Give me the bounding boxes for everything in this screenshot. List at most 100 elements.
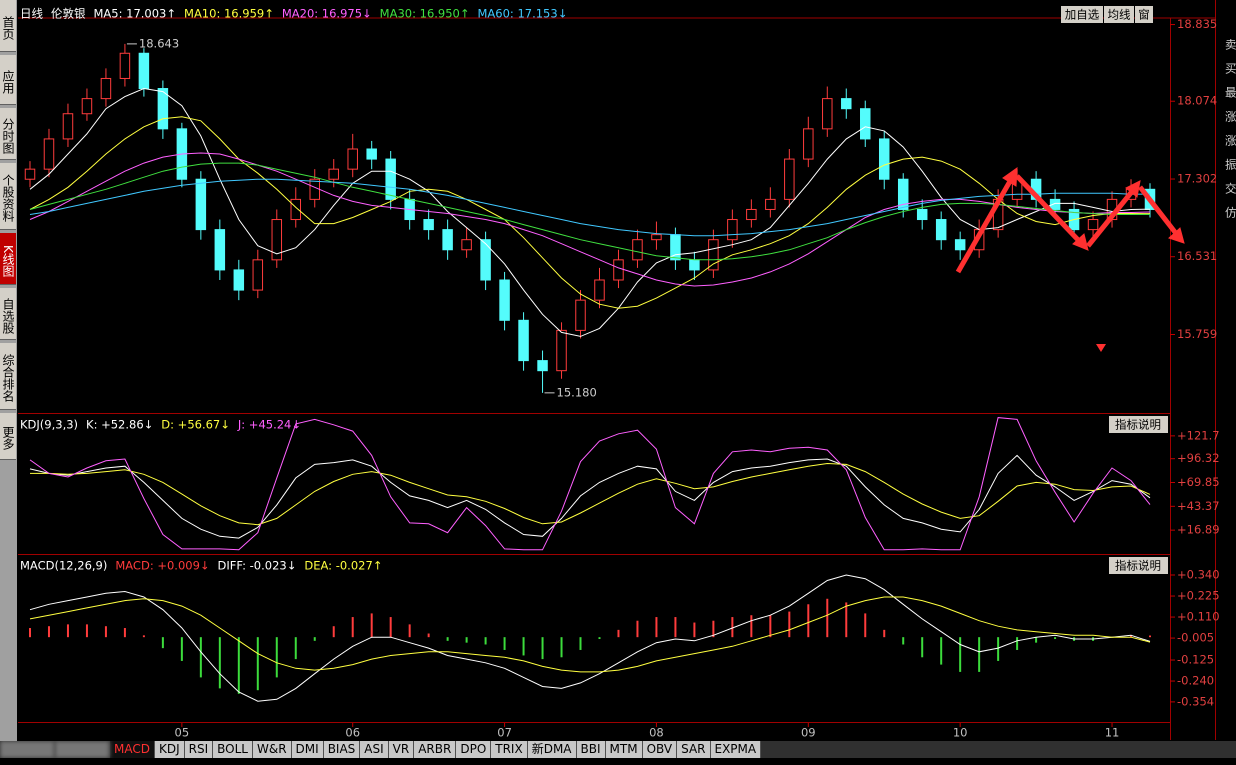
header-text: 日线 [20,7,43,21]
candle-body [423,219,434,231]
indicator-tab[interactable]: DPO [456,741,492,758]
indicator-tab[interactable]: 新DMA [527,741,577,758]
candle-body [860,108,871,140]
indicator-tab[interactable]: BOLL [213,741,253,758]
candle-body [822,98,833,130]
y-tick-label: +16.89 [1177,523,1220,537]
indicator-tab[interactable]: EXPMA [710,741,762,758]
y-tick-label: 16.531 [1177,249,1217,263]
candle-body [100,77,112,100]
y-tick-label: +0.110 [1177,610,1220,624]
side-tab[interactable]: 应用 [0,55,16,105]
toolbar-button[interactable] [1061,6,1103,23]
x-tick-label: 08 [649,726,664,740]
y-tick-label: -0.354 [1177,694,1214,708]
arrow-line [1086,187,1136,248]
candle-body [935,219,947,241]
indicator-tab[interactable]: ARBR [414,741,457,758]
indicator-line [29,596,1151,673]
x-tick-label: 10 [953,726,968,740]
indicator-help-label: 指标说明 [1115,559,1161,573]
indicator-line [29,574,1151,702]
header-text: KDJ(9,3,3) [20,418,78,432]
side-tab[interactable]: 综合排名 [0,343,16,410]
candle-body [765,198,776,210]
candle-body [81,98,93,115]
candle-body [138,52,150,90]
indicator-tab[interactable]: OBV [642,741,678,758]
y-tick-label: -0.240 [1177,674,1214,688]
indicator-tab[interactable]: DMI [291,741,324,758]
y-tick-label: 15.759 [1177,327,1217,341]
candle-body [746,208,757,221]
candle-body [537,360,548,372]
candle-body [499,279,510,321]
candle-body [233,269,245,291]
drawn-arrows [955,166,1185,352]
arrow-line [1138,185,1180,238]
indicator-tab[interactable]: RSI [184,741,214,758]
candle-body [916,208,928,221]
y-tick-label: -0.125 [1177,653,1214,667]
toolbar-button[interactable] [1104,6,1134,23]
header-text: MACD(12,26,9) [20,559,107,573]
indicator-tab[interactable]: KDJ [154,741,185,758]
y-tick-label: 17.302 [1177,172,1217,186]
blurred-tab [0,741,55,758]
quote-label: 卖 [1225,38,1236,52]
indicator-tab[interactable]: VR [388,741,415,758]
indicator-line [29,178,1151,237]
side-tab[interactable]: 更多 [0,413,16,460]
blurred-tab [55,741,110,758]
candle-body [954,239,966,251]
candle-body [575,299,586,331]
side-tab[interactable]: 首页 [0,0,16,52]
side-tab[interactable]: K线图 [0,233,16,285]
header-text: DEA: -0.027↑ [304,559,382,573]
indicator-line [29,454,1151,539]
candle-body [556,329,567,372]
indicator-help-button[interactable] [1109,557,1168,574]
y-tick-label: 18.835 [1177,17,1217,31]
candle-body [727,219,738,241]
header-text: J: +45.24↓ [237,418,301,432]
toolbar-button[interactable] [1135,6,1153,23]
candle-body [157,88,169,130]
indicator-tabs: MACD KDJ RSI BOLL W&R DMI BIAS ASI VR ARBR DPO TRIX… [0,741,1236,758]
indicator-tab[interactable]: SAR [677,741,711,758]
header-text: D: +56.67↓ [161,418,230,432]
candle-body [784,158,795,200]
header-text: MA60: 17.153↓ [478,7,568,21]
candle-body [271,219,283,261]
indicator-tab[interactable]: BIAS [323,741,361,758]
indicator-tab[interactable]: BBI [576,741,606,758]
side-tab[interactable]: 个股资料 [0,163,16,230]
candle-body [195,178,207,231]
candle-body [309,178,320,200]
candle-body [24,168,36,180]
quote-label: 交 [1225,182,1236,196]
candle-body [708,239,719,271]
marker-triangle [1096,344,1106,352]
toolbar-label: 均线 [1108,8,1131,22]
y-tick-label: +69.85 [1177,475,1220,489]
indicator-tab[interactable]: W&R [252,741,292,758]
indicator-tab[interactable]: MTM [605,741,643,758]
indicator-tab[interactable]: ASI [360,741,389,758]
side-tab[interactable]: 分时图 [0,108,16,160]
candle-body [841,98,852,110]
side-tab[interactable]: 自选股 [0,288,16,340]
x-tick-label: 09 [801,726,816,740]
quote-label: 仿 [1225,206,1236,220]
indicator-tab[interactable]: TRIX [491,741,528,758]
quote-label: 买 [1225,62,1236,76]
extreme-label: 15.180 [557,385,597,399]
candle-body [328,168,339,180]
candle-body [632,239,643,261]
indicator-tab[interactable]: MACD [110,741,155,758]
header-text: MA30: 16.950↑ [380,7,470,21]
header-text: MA10: 16.959↑ [184,7,274,21]
candle-body [214,229,226,271]
indicator-help-button[interactable] [1109,416,1168,433]
